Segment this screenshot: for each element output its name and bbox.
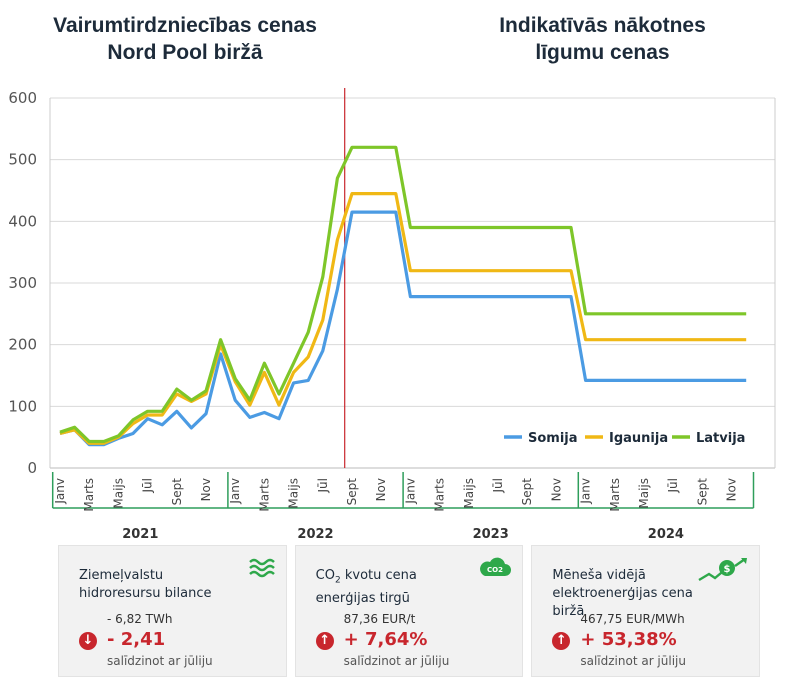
card-co2-note: salīdzinot ar jūliju	[343, 654, 450, 668]
legend-label: Latvija	[696, 431, 745, 446]
y-tick-label: 500	[8, 151, 37, 169]
year-label: 2023	[473, 527, 509, 542]
co2-icon-label: CO2	[487, 566, 503, 574]
x-tick-label: Sept	[520, 478, 534, 506]
y-tick-label: 200	[8, 336, 37, 354]
series-line	[59, 210, 747, 447]
legend: Somija Igaunija Latvija	[504, 431, 745, 446]
card-electricity-note: salīdzinot ar jūliju	[580, 654, 686, 668]
title-futures-line2: līgumu cenas	[535, 41, 670, 64]
legend-label: Somija	[528, 431, 578, 446]
y-tick-label: 0	[27, 459, 37, 477]
card-co2-title: CO2 kvotu cena enerģijas tirgū	[315, 568, 417, 606]
x-tick-label: Nov	[725, 478, 739, 501]
x-tick-label: Maijs	[287, 478, 301, 509]
x-tick-label: Jūl	[666, 478, 680, 493]
x-tick-label: Maijs	[111, 478, 125, 509]
x-tick-label: Marts	[433, 478, 447, 512]
title-wholesale: Vairumtirdzniecības cenas Nord Pool birž…	[40, 12, 330, 66]
series-line	[59, 192, 747, 445]
title-wholesale-line1: Vairumtirdzniecības cenas	[53, 14, 317, 37]
x-tick-label: Janv	[228, 478, 242, 505]
indicator-cards: Ziemeļvalstu hidroresursu bilance - 6,82…	[58, 545, 761, 677]
x-tick-label: Nov	[199, 478, 213, 501]
card-hydro-change: - 2,41	[107, 629, 166, 650]
card-co2-change: + 7,64%	[343, 629, 428, 650]
y-tick-label: 600	[8, 89, 37, 107]
card-co2-ref: 87,36 EUR/t	[343, 612, 416, 626]
x-tick-label: Nov	[549, 478, 563, 501]
title-futures-line1: Indikatīvās nākotnes	[499, 14, 706, 37]
x-tick-label: Maijs	[462, 478, 476, 509]
x-tick-label: Janv	[53, 478, 67, 505]
x-tick-label: Sept	[695, 478, 709, 506]
card-electricity-title: Mēneša vidējā elektroenerģijas cena birž…	[552, 568, 693, 619]
x-tick-label: Jūl	[316, 478, 330, 493]
card-hydro-title: Ziemeļvalstu hidroresursu bilance	[79, 568, 212, 601]
card-electricity-change: + 53,38%	[580, 629, 677, 650]
x-tick-label: Marts	[608, 478, 622, 512]
arrow-up-icon: ↑	[552, 632, 571, 650]
x-tick-label: Jūl	[491, 478, 505, 493]
y-tick-label: 400	[8, 212, 37, 230]
x-tick-label: Janv	[579, 478, 593, 505]
year-label: 2021	[122, 527, 158, 542]
title-futures: Indikatīvās nākotnes līgumu cenas	[490, 12, 715, 66]
grid-lines: 0 100 200 300 400 500 600	[8, 88, 776, 477]
x-axis: Janv Marts Maijs Jūl Sept Nov Janv Marts Maijs Jū…	[51, 472, 755, 542]
waves-icon	[248, 558, 275, 578]
series-lines	[59, 145, 747, 447]
money-growth-icon: $	[698, 558, 748, 582]
x-tick-label: Sept	[345, 478, 359, 506]
x-tick-label: Marts	[257, 478, 271, 512]
x-tick-label: Nov	[374, 478, 388, 501]
card-hydro-balance: Ziemeļvalstu hidroresursu bilance - 6,82…	[58, 545, 287, 677]
x-tick-label: Marts	[82, 478, 96, 512]
card-hydro-ref: - 6,82 TWh	[107, 612, 173, 626]
co2-cloud-icon: CO2	[480, 557, 512, 576]
series-line	[59, 145, 747, 444]
x-tick-label: Janv	[403, 478, 417, 505]
card-electricity-price: Mēneša vidējā elektroenerģijas cena birž…	[531, 545, 761, 677]
price-chart: 0 100 200 300 400 500 600 Janv Marts Maijs Jūl Sep…	[8, 88, 776, 542]
x-tick-label: Maijs	[637, 478, 651, 509]
card-hydro-note: salīdzinot ar jūliju	[107, 654, 213, 668]
legend-label: Igaunija	[609, 431, 668, 446]
card-electricity-ref: 467,75 EUR/MWh	[580, 612, 685, 626]
arrow-down-icon: ↓	[79, 632, 97, 650]
card-co2-price: CO2 kvotu cena enerģijas tirgū CO2 87,36…	[294, 545, 524, 677]
svg-text:$: $	[724, 564, 731, 575]
y-tick-label: 300	[8, 274, 37, 292]
arrow-up-icon: ↑	[315, 632, 334, 650]
title-wholesale-line2: Nord Pool biržā	[107, 41, 263, 64]
x-tick-label: Jūl	[141, 478, 155, 493]
year-label: 2022	[297, 527, 333, 542]
x-tick-label: Sept	[170, 478, 184, 506]
y-tick-label: 100	[8, 397, 37, 415]
year-label: 2024	[648, 527, 684, 542]
